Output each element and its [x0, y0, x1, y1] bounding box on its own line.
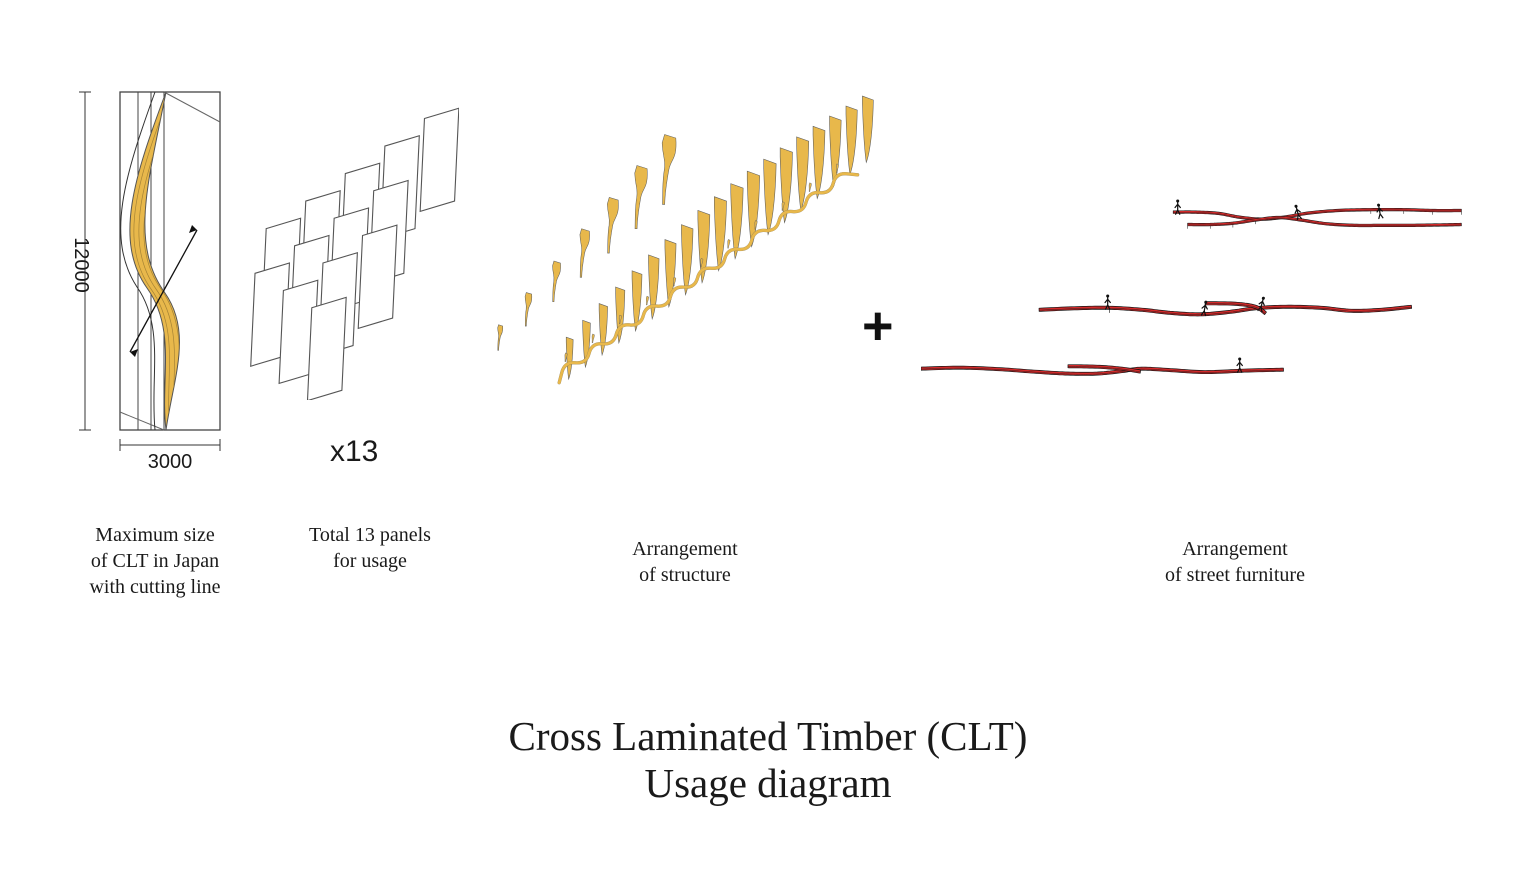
svg-text:3000: 3000	[148, 451, 193, 470]
svg-text:12000: 12000	[70, 237, 92, 293]
